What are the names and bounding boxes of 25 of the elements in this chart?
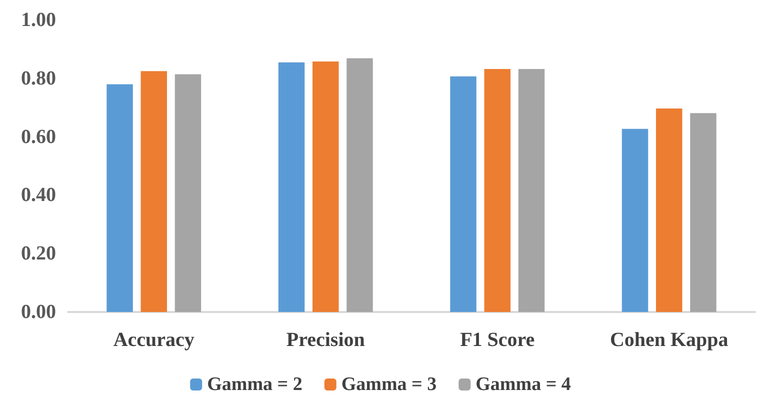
y-tick-label: 1.00	[21, 9, 56, 31]
y-tick-label: 0.20	[21, 242, 56, 265]
bar	[312, 61, 339, 312]
bar	[346, 58, 373, 312]
y-tick-label: 0.40	[21, 184, 56, 206]
bar	[518, 69, 545, 312]
y-tick-label: 0.80	[21, 67, 56, 90]
bar	[278, 62, 305, 312]
y-tick-label: 0.60	[21, 126, 56, 148]
legend-label: Gamma = 3	[341, 374, 437, 395]
x-tick-label: Precision	[286, 329, 365, 351]
bar	[450, 76, 476, 312]
bar	[484, 69, 510, 312]
bar	[140, 71, 167, 312]
x-tick-label: Accuracy	[113, 329, 194, 351]
y-tick-label: 0.00	[21, 301, 56, 323]
legend-label: Gamma = 4	[476, 374, 572, 395]
bar	[622, 128, 648, 312]
legend-label: Gamma = 2	[207, 374, 302, 395]
x-tick-label: Cohen Kappa	[610, 329, 728, 351]
bar	[690, 113, 716, 312]
bar	[174, 74, 202, 312]
bar	[106, 84, 133, 312]
x-tick-label: F1 Score	[460, 329, 535, 351]
bar	[656, 108, 682, 312]
